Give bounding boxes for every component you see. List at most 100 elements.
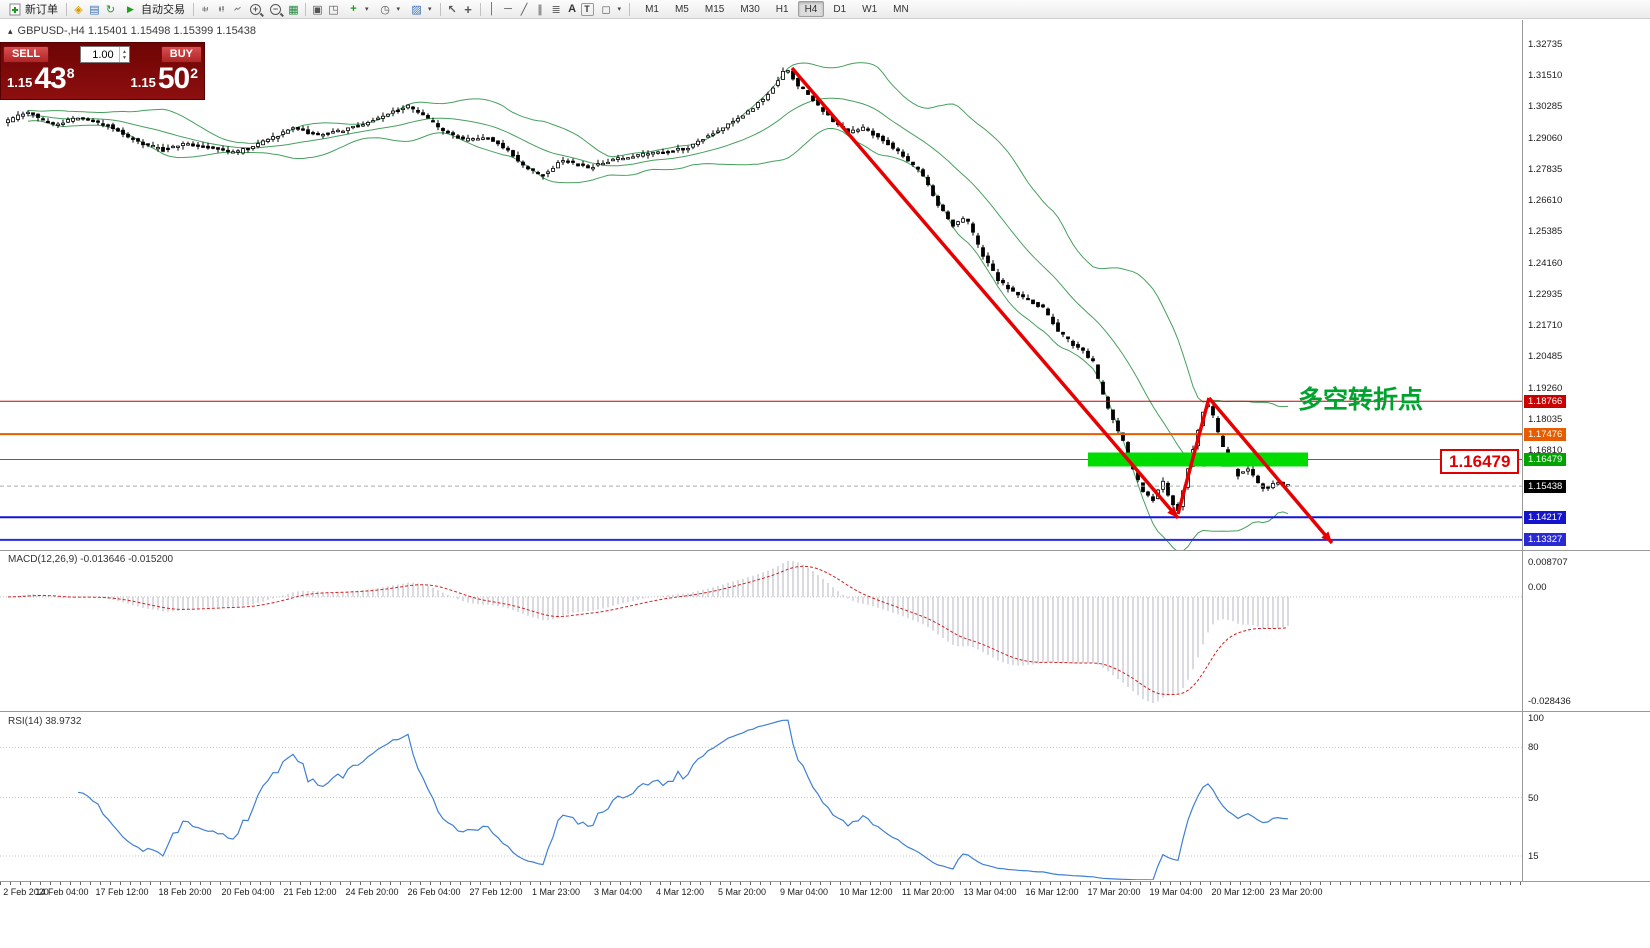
templates-dropdown[interactable]: ▨ ▾: [405, 1, 436, 18]
new-chart-dropdown[interactable]: + ▾: [342, 1, 373, 18]
time-axis-label: 27 Feb 12:00: [469, 887, 523, 897]
price-scale-border: [1522, 20, 1523, 881]
price-level-label: 1.16479: [1524, 453, 1567, 467]
horizontal-line-icon[interactable]: ─: [504, 3, 512, 15]
timeframe-button-w1[interactable]: W1: [862, 4, 878, 15]
timeframe-button-h4[interactable]: H4: [797, 1, 825, 17]
equidistant-channel-icon[interactable]: ∥: [537, 3, 543, 16]
tile-windows-icon[interactable]: ▣: [312, 3, 323, 16]
price-tick-label: 1.32735: [1528, 39, 1563, 50]
new-chart-plus-icon: +: [350, 3, 357, 15]
time-axis[interactable]: 2 Feb 2020 14 Feb 04:00 17 Feb 12:00 18 Feb…: [0, 881, 1650, 901]
turning-point-annotation[interactable]: 多空转折点: [1298, 386, 1424, 414]
chevron-down-icon: ▾: [428, 6, 432, 13]
time-axis-label: 16 Mar 12:00: [1025, 887, 1079, 897]
toolbar-separator: [439, 2, 441, 16]
text-label-tool-icon[interactable]: T: [580, 2, 594, 16]
clock-icon: ◷: [380, 3, 390, 16]
timeframe-button-m1[interactable]: M1: [645, 4, 659, 15]
time-axis-label: 17 Mar 20:00: [1087, 887, 1141, 897]
price-scale[interactable]: 0.008707 0.00 -0.028436 1.32735 1.31510 1.…: [1523, 0, 1650, 948]
sell-button[interactable]: SELL: [3, 46, 50, 63]
rsi-scale-value: 80: [1528, 742, 1539, 754]
symbol-ohlc-text: GBPUSD-,H4 1.15401 1.15498 1.15399 1.154…: [17, 25, 257, 37]
crosshair-icon[interactable]: +: [464, 1, 472, 17]
shapes-dropdown[interactable]: ◻ ▾: [595, 1, 626, 18]
price-level-callout[interactable]: 1.16479: [1440, 449, 1520, 474]
macd-scale-value: 0.008707: [1528, 557, 1568, 568]
price-level-label: 1.17476: [1524, 427, 1567, 441]
price-tick-label: 1.24160: [1528, 257, 1563, 269]
navigator-icon[interactable]: ↻: [105, 3, 116, 16]
time-axis-ticks: [0, 882, 1522, 885]
shape-icon: ◻: [601, 3, 611, 16]
timeframe-button-h1[interactable]: H1: [775, 4, 789, 15]
price-tick-label: 1.20485: [1528, 351, 1563, 363]
timeframe-button-d1[interactable]: D1: [833, 4, 847, 15]
text-tool-icon[interactable]: A: [568, 3, 577, 15]
panel-separator[interactable]: [0, 711, 1650, 712]
price-tick-label: 1.27835: [1528, 163, 1563, 175]
macd-panel-canvas[interactable]: [0, 551, 1522, 711]
price-tick-label: 1.30285: [1528, 101, 1563, 113]
time-axis-label: 18 Feb 20:00: [158, 887, 212, 897]
rsi-scale-value: 100: [1528, 713, 1544, 724]
lot-spinner[interactable]: ▲ ▼: [118, 47, 129, 62]
trendline-icon[interactable]: ╱: [520, 3, 528, 16]
new-order-button[interactable]: 新订单: [3, 1, 62, 18]
candlestick-icon[interactable]: [214, 2, 229, 17]
main-toolbar: 新订单 ◈ ▤ ↻ ▶ 自动交易 + − ▦ ▣ ◳ + ▾: [0, 0, 1650, 19]
zoom-in-icon: +: [250, 3, 261, 15]
price-tick-label: 1.26610: [1528, 195, 1563, 207]
time-axis-label: 13 Mar 04:00: [963, 887, 1017, 897]
symbol-marker-icon: ▴: [8, 25, 13, 36]
autotrading-label: 自动交易: [141, 4, 185, 16]
price-tick-label: 1.19260: [1528, 382, 1563, 394]
timeframe-button-mn[interactable]: MN: [893, 4, 909, 15]
buy-price[interactable]: 1.15 50 2: [131, 64, 198, 94]
indicators-icon[interactable]: ◈: [74, 3, 83, 16]
lot-spinner-up-icon[interactable]: ▲: [121, 48, 127, 55]
time-axis-label: 3 Mar 04:00: [593, 887, 643, 897]
timeframe-button-m30[interactable]: M30: [740, 4, 760, 15]
zoom-out-button[interactable]: −: [266, 1, 285, 18]
autotrading-play-icon: ▶: [127, 3, 134, 14]
time-axis-label: 19 Mar 04:00: [1149, 887, 1203, 897]
lot-size-input[interactable]: 1.00 ▲ ▼: [79, 46, 130, 63]
price-tick-label: 1.16810: [1528, 445, 1563, 457]
price-tick-label: 1.29060: [1528, 132, 1563, 144]
vertical-line-icon[interactable]: │: [488, 3, 496, 15]
chevron-down-icon: ▾: [617, 6, 622, 13]
zoom-in-button[interactable]: +: [246, 1, 265, 18]
time-axis-label: 10 Mar 12:00: [839, 887, 893, 897]
new-order-label: 新订单: [25, 4, 58, 16]
zoom-out-icon: −: [270, 3, 281, 15]
macd-scale-value: -0.028436: [1528, 696, 1571, 707]
time-axis-label: 11 Mar 20:00: [901, 887, 955, 897]
time-axis-label: 9 Mar 04:00: [779, 887, 829, 897]
rsi-panel-canvas[interactable]: [0, 712, 1522, 880]
sell-price[interactable]: 1.15 43 8: [7, 64, 74, 94]
one-click-trading-panel: SELL 1.00 ▲ ▼ BUY 1.15 43 8 1.15 50 2: [0, 42, 205, 100]
price-tick-label: 1.21710: [1528, 320, 1563, 332]
line-chart-icon[interactable]: [230, 2, 245, 17]
cursor-icon[interactable]: ↖: [447, 3, 457, 16]
price-level-label: 1.18766: [1524, 394, 1567, 408]
cascade-windows-icon[interactable]: ◳: [328, 3, 339, 16]
toolbar-separator: [193, 2, 194, 16]
time-axis-label: 2 Feb 2020: [3, 887, 49, 897]
lot-spinner-down-icon[interactable]: ▼: [121, 54, 127, 61]
fibonacci-icon[interactable]: ≣: [551, 3, 561, 16]
market-watch-icon[interactable]: ▤: [89, 3, 100, 16]
panel-separator[interactable]: [0, 550, 1650, 551]
price-chart-canvas[interactable]: [0, 20, 1522, 550]
toolbar-separator: [66, 2, 67, 16]
price-tick-label: 1.22935: [1528, 288, 1563, 300]
timeframe-button-m15[interactable]: M15: [704, 4, 725, 15]
timeframe-button-m5[interactable]: M5: [674, 4, 689, 15]
buy-button[interactable]: BUY: [160, 46, 202, 63]
autotrading-button[interactable]: ▶ 自动交易: [119, 1, 189, 18]
bar-chart-icon[interactable]: [198, 2, 213, 17]
profiles-dropdown[interactable]: ◷ ▾: [374, 1, 405, 18]
grid-icon[interactable]: ▦: [288, 3, 299, 16]
